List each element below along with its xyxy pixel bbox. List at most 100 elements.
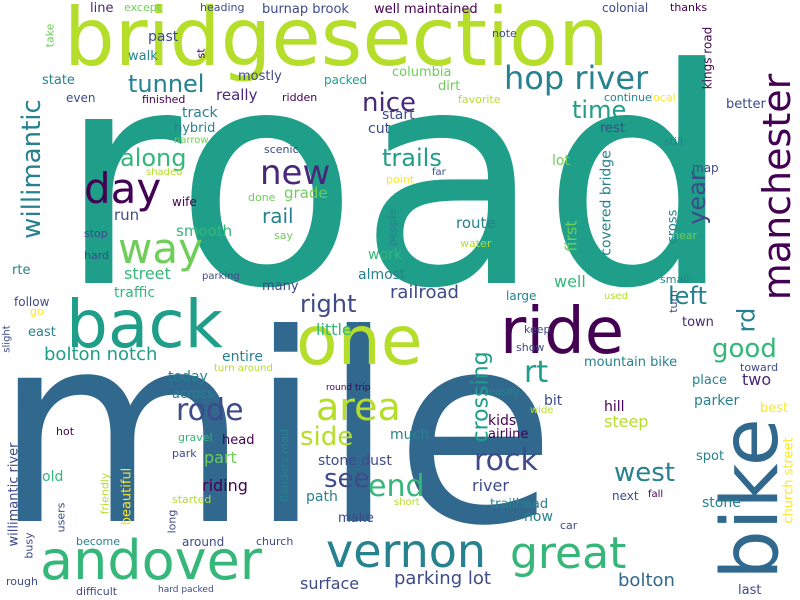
word: local <box>650 91 676 104</box>
word: vernon <box>326 524 487 578</box>
word: except <box>124 1 162 14</box>
word: run <box>114 206 140 224</box>
word: hill <box>604 399 625 415</box>
word: flanders road <box>277 429 291 502</box>
word: side <box>300 422 354 452</box>
word: really <box>216 86 258 104</box>
word: trails <box>382 144 442 172</box>
word: kings road <box>700 26 715 90</box>
word: show <box>516 341 545 354</box>
word: willimantic river <box>6 442 22 547</box>
word: one <box>296 302 423 381</box>
word: head <box>222 433 255 448</box>
word: entire <box>222 349 263 365</box>
word: friendly <box>98 472 112 515</box>
word: covered bridge <box>598 150 615 256</box>
word: nice <box>362 88 416 118</box>
word: end <box>368 469 425 504</box>
word: grade <box>284 184 328 202</box>
word: packed <box>324 73 368 87</box>
word: bolton <box>618 570 675 591</box>
word: place <box>692 373 727 388</box>
word: lot <box>552 153 570 169</box>
word: road <box>58 5 733 354</box>
word: large <box>506 289 537 303</box>
word: map <box>692 161 719 175</box>
word: still <box>664 135 684 148</box>
word: best <box>760 401 789 416</box>
word: hybrid <box>174 121 216 136</box>
word: bit <box>544 393 563 409</box>
word: walk <box>128 49 158 64</box>
word: left <box>668 282 707 310</box>
word: past <box>148 29 179 45</box>
word: take <box>43 23 57 48</box>
word: see <box>324 464 370 494</box>
word: bolton notch <box>44 344 158 365</box>
word: thanks <box>670 1 708 14</box>
word: difficult <box>76 585 118 598</box>
word: state <box>42 73 75 88</box>
word: work <box>368 247 402 263</box>
word: go <box>30 305 44 318</box>
word: well <box>554 272 586 291</box>
word: rough <box>6 575 38 588</box>
word: ride <box>500 295 625 369</box>
word: turn around <box>214 363 273 374</box>
word: scenic <box>264 143 299 156</box>
word: first <box>561 220 581 252</box>
word: easily <box>488 385 520 398</box>
word: columbia <box>392 65 452 80</box>
word: route <box>456 214 496 232</box>
word: kids <box>488 413 517 429</box>
word: dirt <box>438 79 461 94</box>
word: today <box>168 369 208 385</box>
word: say <box>274 229 293 242</box>
word: year <box>682 171 711 225</box>
word: better <box>726 97 766 112</box>
word: turn <box>666 290 680 313</box>
word: tunnel <box>128 70 205 98</box>
word: people <box>386 208 400 247</box>
word: across <box>172 387 214 402</box>
word: continue <box>604 91 652 104</box>
word: day <box>84 164 162 213</box>
word: start <box>382 107 415 123</box>
word: airline <box>488 427 529 442</box>
word: burnap brook <box>262 2 349 17</box>
word: last <box>738 583 762 598</box>
word: make <box>338 511 374 526</box>
word: heading <box>200 1 245 14</box>
word: used <box>604 291 629 302</box>
word: well maintained <box>374 2 478 17</box>
word: narrow <box>174 135 209 146</box>
word: ridden <box>282 91 318 104</box>
word: river <box>472 476 509 495</box>
word: done <box>248 191 276 204</box>
word: slight <box>1 325 13 353</box>
word: right <box>300 290 357 318</box>
word: great <box>510 528 627 579</box>
word: railroad <box>390 282 459 303</box>
word: car <box>560 519 578 532</box>
word: gravel <box>178 431 213 444</box>
word: toward <box>740 361 779 374</box>
word: become <box>76 535 121 548</box>
word: good <box>712 334 777 364</box>
word: follow <box>14 295 50 309</box>
word: church <box>256 535 294 548</box>
word: rock <box>474 443 538 478</box>
word: track <box>182 105 218 121</box>
word: finished <box>142 93 186 106</box>
word: town <box>682 315 714 330</box>
word: stone <box>702 495 741 511</box>
word: favorite <box>458 93 501 106</box>
word: hard <box>84 249 110 262</box>
word: mountain bike <box>584 355 678 370</box>
word: st <box>194 48 208 59</box>
word: users <box>54 502 68 533</box>
word: long <box>165 509 179 534</box>
word: hard packed <box>158 585 214 595</box>
word: park <box>172 447 197 460</box>
word: willimantic <box>16 99 47 239</box>
